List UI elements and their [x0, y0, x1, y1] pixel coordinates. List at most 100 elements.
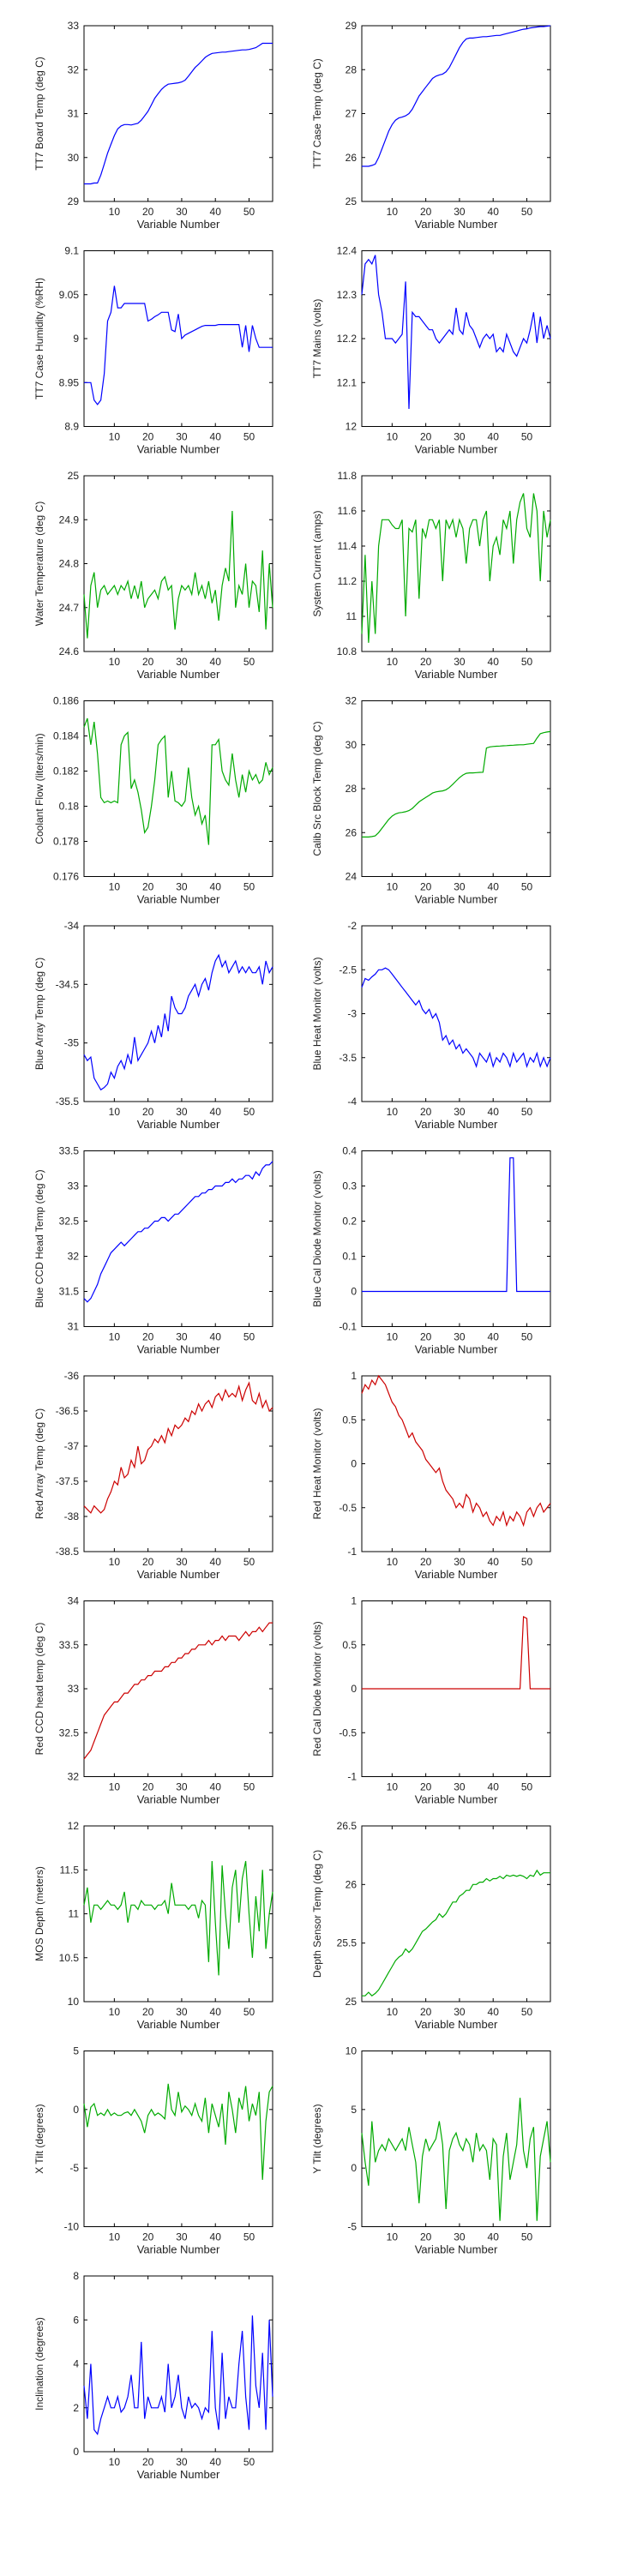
y-tick-label: -0.1: [339, 1321, 357, 1333]
y-axis-label: X Tilt (degrees): [33, 2104, 45, 2173]
y-tick-label: 12.1: [337, 376, 358, 388]
x-tick-label: 30: [454, 1106, 466, 1118]
y-tick-label: 33.5: [59, 1145, 80, 1157]
x-tick-label: 10: [109, 1556, 121, 1568]
x-tick-label: 50: [521, 206, 533, 218]
x-tick-label: 20: [420, 2231, 432, 2243]
x-tick-label: 40: [488, 2006, 500, 2018]
y-tick-label: 24.9: [59, 513, 80, 525]
y-tick-label: -36.5: [56, 1405, 80, 1417]
plot-frame: [361, 1150, 551, 1327]
x-tick-label: 40: [488, 1556, 500, 1568]
plot-frame: [83, 1600, 273, 1777]
y-axis-label: Blue Array Temp (deg C): [33, 958, 45, 1070]
x-axis-label: Variable Number: [415, 2243, 498, 2256]
chart-panel-9: -35.5 -35 -34.5 -34 10 20 30 40 50 Variable Numbe…: [33, 920, 273, 1131]
x-tick-label: 50: [521, 2006, 533, 2018]
x-tick-label: 20: [142, 1781, 154, 1793]
y-axis-label: Water Temperature (deg C): [33, 501, 45, 626]
y-tick-label: 29: [346, 20, 358, 32]
x-tick-label: 50: [521, 2231, 533, 2243]
x-axis-label: Variable Number: [415, 1343, 498, 1356]
chart-panel-18: 25 25.5 26 26.5 10 20 30 40 50 Variable Number Dep…: [311, 1820, 551, 2031]
y-tick-label: -34.5: [56, 978, 80, 990]
y-tick-label: 26: [346, 826, 358, 838]
x-tick-label: 10: [387, 881, 399, 893]
plot-frame: [361, 250, 551, 427]
y-axis-label: Y Tilt (degrees): [311, 2104, 323, 2173]
chart-panel-6: 10.8 11 11.2 11.4 11.6 11.8 10 20 30 40 50 Variable…: [311, 470, 551, 681]
series-line: [83, 510, 273, 639]
x-tick-label: 20: [142, 2006, 154, 2018]
x-tick-label: 50: [243, 1556, 255, 1568]
x-tick-label: 40: [488, 1781, 500, 1793]
x-axis-label: Variable Number: [137, 1568, 220, 1581]
y-tick-label: 34: [68, 1595, 80, 1607]
x-axis-label: Variable Number: [137, 2243, 220, 2256]
chart-panel-2: 25 26 27 28 29 10 20 30 40 50 Variable Number TT7 C…: [311, 20, 551, 231]
x-tick-label: 30: [454, 2231, 466, 2243]
x-tick-label: 40: [488, 881, 500, 893]
y-tick-label: 0.3: [342, 1180, 357, 1192]
x-tick-label: 40: [488, 656, 500, 668]
y-tick-label: 0: [73, 2446, 79, 2458]
y-tick-label: 27: [346, 108, 358, 120]
x-tick-label: 10: [109, 2456, 121, 2468]
y-tick-label: -35: [64, 1037, 80, 1049]
chart-panel-15: 32 32.5 33 33.5 34 10 20 30 40 50 Variable Number R…: [33, 1595, 273, 1806]
y-tick-label: 0.182: [53, 766, 79, 778]
x-axis-label: Variable Number: [415, 1793, 498, 1806]
x-tick-label: 20: [420, 1331, 432, 1343]
y-tick-label: 24.8: [59, 558, 80, 570]
x-tick-label: 10: [109, 206, 121, 218]
y-tick-label: 24.7: [59, 602, 80, 614]
y-tick-label: 25.5: [337, 1937, 358, 1949]
chart-panel-20: -5 0 5 10 10 20 30 40 50 Variable Number Y Tilt (d…: [311, 2045, 551, 2256]
x-axis-label: Variable Number: [137, 1343, 220, 1356]
y-tick-label: 32: [68, 1251, 80, 1263]
x-tick-label: 30: [454, 2006, 466, 2018]
plot-frame: [361, 25, 551, 202]
y-tick-label: -5: [347, 2221, 357, 2233]
x-tick-label: 40: [488, 431, 500, 443]
x-tick-label: 40: [210, 1556, 222, 1568]
x-tick-label: 40: [210, 431, 222, 443]
x-tick-label: 10: [387, 1781, 399, 1793]
x-tick-label: 50: [243, 2006, 255, 2018]
x-tick-label: 20: [142, 2456, 154, 2468]
plot-frame: [361, 2051, 551, 2227]
chart-panel-14: -1 -0.5 0 0.5 1 10 20 30 40 50 Variable Number Red …: [311, 1370, 551, 1581]
x-tick-label: 50: [243, 2456, 255, 2468]
x-tick-label: 40: [210, 656, 222, 668]
series-line: [362, 1616, 550, 1690]
plot-frame: [83, 475, 273, 652]
x-tick-label: 20: [142, 881, 154, 893]
x-tick-label: 30: [176, 1781, 188, 1793]
y-axis-label: Blue Cal Diode Monitor (volts): [311, 1170, 323, 1306]
x-axis-label: Variable Number: [137, 2468, 220, 2481]
y-axis-label: TT7 Board Temp (deg C): [33, 57, 45, 171]
series-line: [362, 1157, 550, 1293]
x-tick-label: 50: [243, 1781, 255, 1793]
chart-panel-5: 24.6 24.7 24.8 24.9 25 10 20 30 40 50 Variable Num…: [33, 470, 273, 681]
y-axis-label: Blue CCD Head Temp (deg C): [33, 1169, 45, 1307]
x-tick-label: 40: [210, 1781, 222, 1793]
x-tick-label: 50: [243, 656, 255, 668]
y-tick-label: 0.178: [53, 836, 79, 848]
y-tick-label: 33: [68, 1683, 80, 1695]
x-tick-label: 40: [488, 206, 500, 218]
x-tick-label: 30: [176, 2456, 188, 2468]
y-tick-label: -0.5: [339, 1726, 357, 1738]
x-tick-label: 20: [142, 1106, 154, 1118]
x-tick-label: 20: [142, 1556, 154, 1568]
chart-panel-19: -10 -5 0 5 10 20 30 40 50 Variable Number X Tilt (…: [33, 2045, 273, 2256]
y-tick-label: 12: [346, 421, 358, 433]
plot-frame: [83, 1375, 273, 1552]
y-tick-label: 32.5: [59, 1726, 80, 1738]
y-tick-label: 9.1: [64, 245, 79, 257]
chart-panel-21: 0 2 4 6 8 10 20 30 40 50 Variable Number Inclinatio…: [33, 2270, 273, 2481]
y-axis-label: Blue Heat Monitor (volts): [311, 957, 323, 1070]
series-line: [83, 1161, 273, 1303]
plot-frame: [361, 1825, 551, 2003]
plot-frame: [83, 700, 273, 877]
